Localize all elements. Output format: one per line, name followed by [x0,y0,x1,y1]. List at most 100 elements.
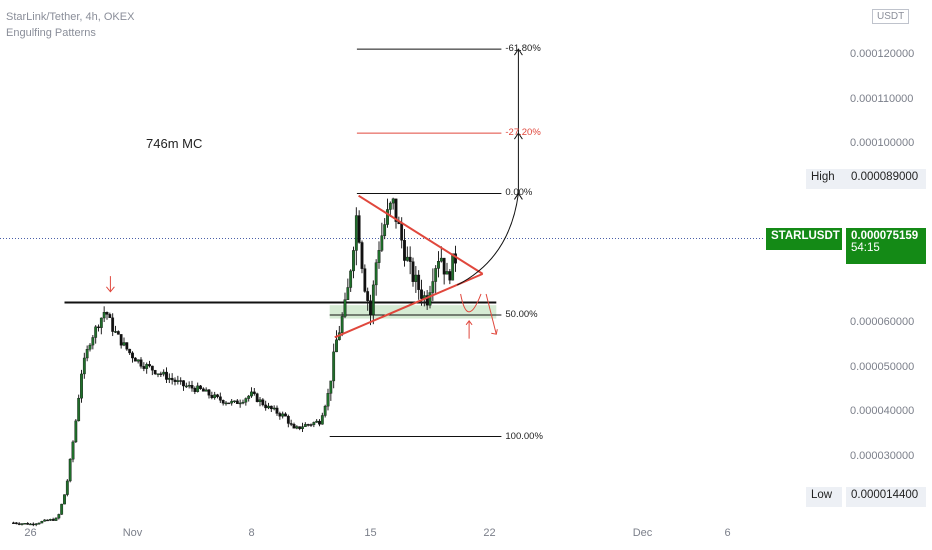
candle-body-150 [437,261,440,269]
price-tick-1: 0.000110000 [850,92,914,105]
candle-body-50 [153,370,157,375]
candle-body-129 [377,250,381,263]
candle-body-76 [227,402,231,405]
candle-body-84 [250,391,253,397]
candle-body-39 [122,342,126,346]
candle-body-20 [68,458,72,482]
fib-label-4: 100.00% [505,430,543,442]
candle-body-8 [34,523,38,526]
candle-body-99 [292,424,296,429]
candle-body-17 [60,503,64,515]
symbol-tag: STARLUSDT [766,228,842,250]
candle-body-81 [241,401,245,404]
projection-arc [456,193,519,286]
candle-body-7 [31,523,35,526]
candle-body-58 [176,380,180,382]
low-tag-value: 0.000014400 [846,487,926,507]
candle-body-16 [57,514,61,519]
candle-body-62 [187,385,191,387]
indicator-label[interactable]: Engulfing Patterns [6,27,96,39]
candle-body-61 [184,385,188,388]
candle-body-53 [162,371,166,375]
candle-body-31 [99,317,103,328]
candle-body-41 [128,348,132,354]
candle-body-67 [201,388,205,392]
time-tick-4: 22 [483,527,496,539]
chart-title: StarLink/Tether, 4h, OKEX [6,11,135,23]
candle-body-66 [199,385,202,390]
candle-body-105 [309,424,313,426]
low-tag-label: Low [806,487,842,507]
fibonacci-levels [329,48,502,438]
candle-body-140 [408,256,412,262]
candle-body-151 [439,257,443,262]
candle-body-68 [204,389,208,392]
projection-arrowhead-2 [513,48,523,56]
candle-body-72 [216,394,219,397]
candle-body-143 [417,274,421,290]
candle-body-6 [29,523,32,526]
price-tick-4: 0.000060000 [850,316,915,329]
support-zone [329,305,497,319]
candle-body-111 [326,393,330,407]
candle-body-131 [383,224,387,236]
candle-body-69 [207,389,211,396]
candle-body-101 [298,426,302,429]
candle-body-29 [94,326,98,338]
chart-annotation: 746m MC [146,136,203,151]
candle-body-45 [139,359,143,367]
candle-body-90 [267,405,270,409]
candle-body-19 [65,480,69,495]
time-tick-2: 8 [248,527,255,539]
candle-body-107 [315,420,319,423]
currency-unit-button[interactable]: USDT [872,9,910,24]
time-tick-6: 6 [724,527,731,539]
price-tick-0: 0.000120000 [850,47,915,60]
candle-body-12 [46,519,49,522]
candle-body-121 [354,215,358,251]
candle-body-64 [193,388,197,392]
candle-body-79 [235,400,239,404]
candle-body-9 [37,522,41,525]
candle-body-112 [329,380,333,394]
candle-body-133 [388,202,392,210]
candle-body-30 [97,326,100,329]
candle-body-128 [374,262,378,286]
triangle-upper-line [358,194,484,275]
candle-body-28 [91,337,95,346]
fib-label-0: -61.80% [505,43,541,55]
candle-body-51 [156,373,160,375]
candle-body-155 [451,253,455,281]
time-tick-3: 15 [364,527,377,539]
candle-body-32 [102,312,106,319]
candle-body-119 [349,270,353,288]
candle-body-83 [247,395,251,399]
candle-body-36 [114,331,117,333]
candle-body-118 [346,287,350,300]
candle-body-86 [255,393,259,402]
candle-body-14 [51,519,55,521]
candle-body-27 [88,344,92,350]
candle-body-91 [269,405,273,410]
candle-body-54 [165,371,168,380]
candle-body-77 [230,400,234,404]
candle-body-116 [340,316,344,333]
candle-body-46 [142,366,146,369]
candle-body-85 [252,391,256,394]
candle-body-142 [414,274,418,282]
candle-body-102 [301,426,304,429]
bar-countdown: 54:15 [851,242,880,254]
candle-body-34 [108,314,112,319]
candle-body-80 [238,402,242,405]
candle-body-149 [434,268,438,282]
retest-curve [460,293,482,313]
candle-body-73 [218,396,222,401]
last-price-value: 0.000075159 [851,230,919,242]
candle-body-125 [366,291,370,301]
candle-body-110 [323,405,327,416]
candle-body-153 [445,271,449,275]
candle-body-93 [275,407,279,414]
candle-body-89 [264,404,268,409]
candle-body-57 [173,379,177,382]
